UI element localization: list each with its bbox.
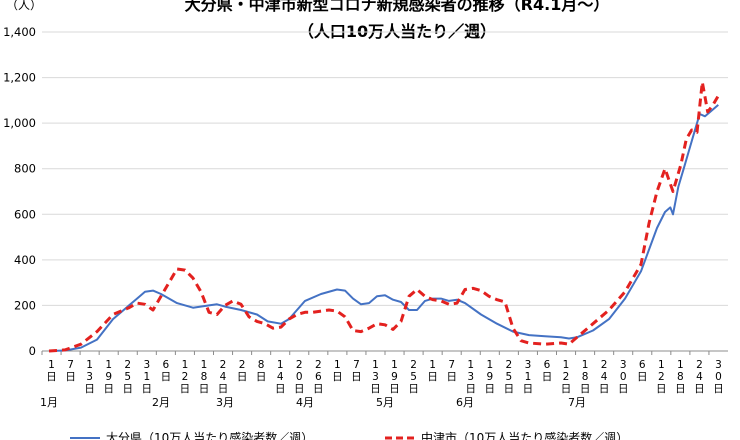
y-axis-ticks: 0 200 400 600 800 1,000 1,200 1,400 [3,25,36,358]
month-label: 1月 [40,396,58,409]
y-tick-label: 600 [14,207,36,221]
y-tick-label: 400 [14,253,36,267]
month-label: 2月 [152,396,170,409]
y-tick-label: 1,400 [3,25,36,39]
legend: 大分県（10万人当たり感染者数／週） 中津市（10万人当たり感染者数／週） [70,430,628,440]
month-label: 3月 [216,396,234,409]
series-line-nakatsu [48,80,720,353]
x-axis: 1 日 7 日 1 3 日 1 9 日 2 5 日 3 1 日 6 日 1 2 日 1 8 日 2 4 日 2 日 8 日 1 4 日 2 0 日 2 6 日… [40,351,724,409]
y-tick-label: 0 [29,344,36,358]
legend-label: 大分県（10万人当たり感染者数／週） [106,430,313,440]
y-tick-label: 1,200 [3,71,36,85]
month-label: 4月 [296,396,314,409]
chart-title: 大分県・中津市新型コロナ新規感染者の推移（R4.1月～） [185,0,610,14]
series-line-oita [48,104,719,352]
month-label: 6月 [456,396,474,409]
legend-label: 中津市（10万人当たり感染者数／週） [421,430,628,440]
y-tick-label: 200 [14,298,36,312]
y-tick-label: 1,000 [3,116,36,130]
y-axis-unit: （人） [6,0,42,12]
series-lines [48,80,720,353]
month-label: 7月 [568,396,586,409]
month-label: 5月 [376,396,394,409]
y-tick-label: 800 [14,162,36,176]
